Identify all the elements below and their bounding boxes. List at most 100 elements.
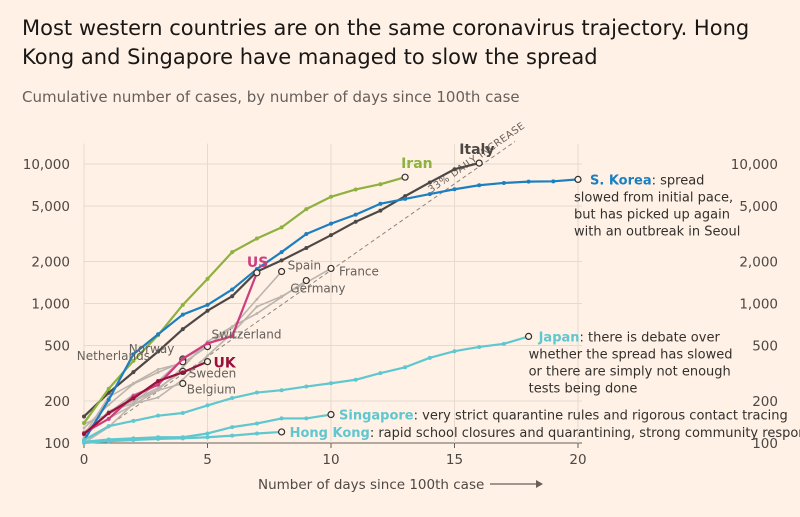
- series-us: [82, 269, 261, 435]
- chart-title: Most western countries are on the same c…: [22, 16, 750, 69]
- data-point: [106, 416, 111, 421]
- data-point: [82, 441, 86, 445]
- label-italy: Italy: [459, 142, 494, 158]
- data-point: [205, 276, 210, 281]
- data-point: [353, 219, 358, 224]
- data-point: [329, 221, 333, 226]
- data-point: [304, 416, 309, 421]
- data-point: [477, 344, 482, 349]
- end-point: [524, 332, 533, 340]
- label-netherlands: Netherlands: [77, 349, 150, 363]
- series-hong-kong: [82, 428, 286, 445]
- label-france: France: [339, 264, 379, 278]
- data-point: [230, 250, 235, 255]
- data-point: [403, 365, 408, 370]
- reference-line-label: 33% DAILY INCREASE: [426, 121, 527, 196]
- end-point: [327, 410, 335, 419]
- x-tick-label: 20: [569, 452, 586, 468]
- data-point: [205, 308, 210, 313]
- x-tick-label: 5: [203, 452, 212, 468]
- data-point: [156, 370, 160, 374]
- data-point: [254, 236, 259, 241]
- label-uk: UK: [214, 356, 237, 372]
- series-uk: [82, 358, 212, 437]
- data-point: [180, 302, 185, 307]
- data-point: [132, 382, 135, 386]
- y-tick-label-right: 2,000: [739, 255, 778, 271]
- data-point: [378, 201, 383, 206]
- series-lines: [82, 159, 582, 445]
- grid: [83, 143, 582, 448]
- data-point: [329, 381, 333, 386]
- data-point: [156, 367, 160, 371]
- data-point: [255, 312, 259, 315]
- data-point: [452, 167, 457, 172]
- data-point: [230, 325, 234, 328]
- y-tick-label-left: 200: [44, 394, 70, 410]
- label-japan: Japan: there is debate over whether the s…: [529, 330, 733, 396]
- data-point: [501, 341, 506, 346]
- data-point: [82, 426, 86, 430]
- data-point: [230, 334, 235, 339]
- data-point: [156, 436, 161, 441]
- data-point: [427, 180, 432, 185]
- data-point: [230, 433, 235, 438]
- data-point: [82, 414, 86, 419]
- data-point: [156, 386, 160, 390]
- label-s-korea: S. Korea: spread slowed from initial pace…: [574, 173, 740, 239]
- data-point: [230, 425, 235, 430]
- y-tick-label-right: 500: [752, 338, 778, 354]
- end-point: [253, 269, 261, 277]
- label-iran: Iran: [401, 156, 433, 172]
- y-tick-label-left: 5,000: [31, 199, 70, 215]
- end-point: [302, 276, 310, 285]
- label-norway: Norway: [129, 342, 175, 356]
- label-s-korea-annotation: slowed from initial pace,: [574, 190, 733, 205]
- label-s-korea-annotation: : spread: [652, 173, 705, 188]
- data-point: [501, 180, 506, 185]
- data-point: [279, 225, 284, 230]
- data-point: [205, 431, 210, 436]
- data-point: [107, 403, 111, 407]
- end-point: [475, 159, 483, 167]
- series-iran: [82, 173, 409, 426]
- label-japan-annotation: or there are simply not enough: [529, 364, 731, 379]
- data-point: [378, 371, 383, 376]
- y-tick-label-right: 5,000: [739, 199, 778, 215]
- data-point: [156, 379, 161, 384]
- y-tick-label-right: 10,000: [731, 157, 778, 173]
- label-japan-name: Japan: [538, 330, 580, 345]
- label-singapore-name: Singapore: [339, 409, 414, 424]
- label-us: US: [247, 255, 268, 271]
- series-japan: [82, 332, 533, 443]
- data-point: [353, 377, 358, 382]
- series-line: [83, 360, 208, 435]
- data-point: [131, 370, 136, 375]
- series-italy: [82, 159, 483, 419]
- data-point: [353, 187, 358, 192]
- data-point: [205, 302, 210, 307]
- data-point: [206, 354, 209, 358]
- y-tick-label-right: 200: [752, 394, 778, 410]
- data-point: [205, 341, 210, 346]
- x-tick-label: 0: [80, 452, 89, 468]
- label-japan-annotation: : there is debate over: [580, 330, 721, 345]
- data-point: [132, 402, 135, 405]
- label-singapore-annotation: : very strict quarantine rules and rigor…: [414, 409, 788, 424]
- data-point: [132, 399, 135, 403]
- series-line: [83, 382, 184, 439]
- label-belgium: Belgium: [187, 383, 236, 397]
- data-point: [427, 192, 432, 197]
- data-point: [279, 258, 284, 263]
- data-point: [180, 327, 185, 332]
- data-point: [230, 396, 235, 401]
- label-hong-kong: Hong Kong: rapid school closures and qua…: [290, 426, 800, 441]
- y-tick-label-right: 100: [752, 436, 778, 452]
- data-point: [254, 431, 259, 436]
- x-tick-label: 15: [446, 452, 463, 468]
- data-point: [452, 349, 457, 354]
- data-point: [180, 356, 185, 361]
- y-tick-label-left: 1,000: [31, 297, 70, 313]
- data-point: [255, 305, 259, 309]
- end-point: [278, 428, 286, 436]
